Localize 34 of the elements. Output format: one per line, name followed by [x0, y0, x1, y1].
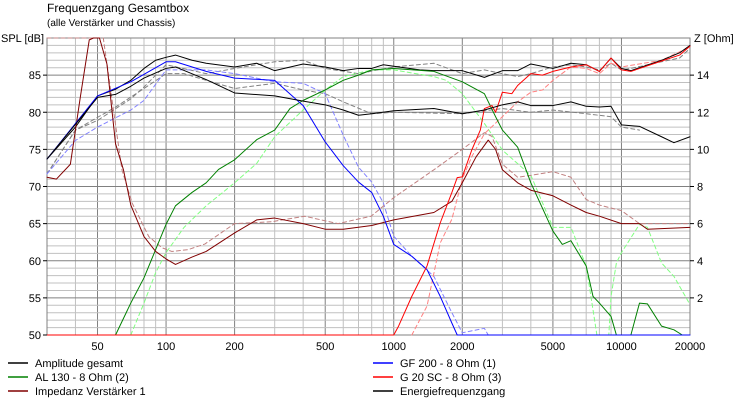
x-tick-label: 100: [156, 341, 176, 353]
y2-tick-label: 10: [697, 144, 710, 156]
legend-label: Impedanz Verstärker 1: [35, 386, 146, 398]
legend-label: G 20 SC - 8 Ohm (3): [400, 372, 502, 384]
y-tick-label: 70: [28, 182, 41, 194]
y2-tick-label: 8: [697, 182, 704, 194]
y-tick-label: 80: [28, 107, 41, 120]
x-tick-label: 20000: [674, 341, 706, 353]
y2-axis-title: Z [Ohm]: [694, 33, 734, 45]
x-tick-label: 50: [91, 341, 104, 353]
legend-label: Energiefrequenzgang: [400, 386, 506, 398]
legend-label: GF 200 - 8 Ohm (1): [400, 358, 496, 370]
y2-tick-label: 2: [697, 292, 704, 305]
chart-title: Frequenzgang Gesamtbox: [47, 1, 190, 15]
x-tick-label: 5000: [540, 341, 566, 353]
chart-subtitle: (alle Verstärker und Chassis): [47, 18, 176, 29]
x-tick-label: 1000: [382, 341, 406, 353]
legend-label: Amplitude gesamt: [35, 358, 124, 370]
y-tick-label: 55: [28, 292, 41, 305]
y-tick-label: 60: [28, 256, 41, 268]
y2-tick-label: 6: [697, 218, 704, 231]
y-tick-label: 50: [28, 330, 41, 342]
x-tick-label: 200: [225, 341, 244, 353]
y-axis-title: SPL [dB]: [1, 33, 44, 45]
y-tick-label: 65: [28, 218, 41, 231]
x-tick-label: 500: [316, 341, 334, 353]
y-tick-label: 75: [28, 144, 41, 156]
y2-tick-label: 12: [697, 107, 710, 120]
y2-tick-label: 4: [697, 256, 704, 268]
y2-tick-label: 14: [697, 70, 710, 82]
x-tick-label: 10000: [606, 341, 637, 353]
legend-label: AL 130 - 8 Ohm (2): [35, 372, 129, 384]
x-tick-label: 2000: [450, 341, 475, 353]
y-tick-label: 85: [28, 70, 41, 82]
